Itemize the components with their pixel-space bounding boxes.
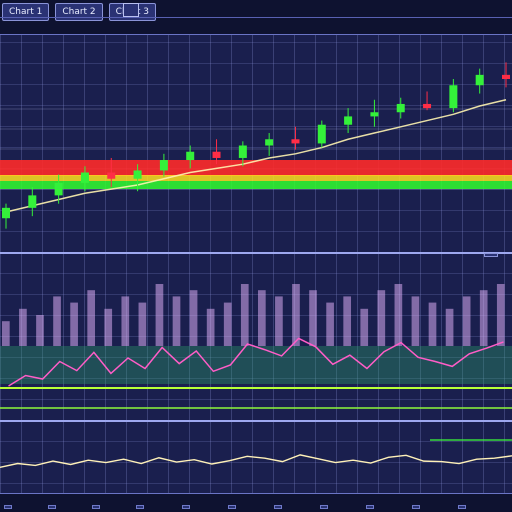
candle-body xyxy=(54,182,63,196)
tab-chart-1[interactable]: Chart 1 xyxy=(2,3,50,21)
oscillator-bar xyxy=(172,296,181,346)
oscillator-bar xyxy=(479,290,488,346)
chart-footer xyxy=(0,493,512,512)
footer-button[interactable] xyxy=(182,505,190,509)
oscillator-bar xyxy=(411,296,420,346)
candle-body xyxy=(265,139,274,146)
oscillator-bar xyxy=(155,284,164,346)
footer-button[interactable] xyxy=(274,505,282,509)
footer-button[interactable] xyxy=(92,505,100,509)
footer-button[interactable] xyxy=(4,505,12,509)
candle-body xyxy=(423,103,432,109)
panel-separator-1[interactable] xyxy=(0,252,512,254)
footer-button[interactable] xyxy=(48,505,56,509)
tab-chart-2[interactable]: Chart 2 xyxy=(55,3,103,21)
oscillator-bar xyxy=(19,308,27,346)
footer-button[interactable] xyxy=(228,505,236,509)
volume-line xyxy=(0,454,512,469)
candle-body xyxy=(502,74,510,80)
chart-status-strip xyxy=(0,17,512,34)
oscillator-bar xyxy=(87,290,96,346)
oscillator-bar xyxy=(258,290,266,346)
oscillator-fill xyxy=(0,346,512,384)
oscillator-bar xyxy=(189,290,198,346)
oscillator-bar xyxy=(496,284,505,346)
lower-band-fill xyxy=(0,181,512,189)
oscillator-bar xyxy=(445,308,454,346)
candle-body xyxy=(186,151,195,161)
oscillator-bar xyxy=(2,321,10,346)
oscillator-bar xyxy=(240,284,249,346)
oscillator-bar xyxy=(326,302,334,346)
footer-button[interactable] xyxy=(320,505,328,509)
chart-toolbar: Chart 1 Chart 2 Chart 3 xyxy=(0,0,512,35)
candle-body xyxy=(449,85,458,109)
footer-button[interactable] xyxy=(458,505,466,509)
main-price-panel[interactable] xyxy=(0,34,512,252)
oscillator-bar xyxy=(428,302,437,346)
oscillator-bar xyxy=(394,284,403,346)
oscillator-bar xyxy=(53,296,61,346)
oscillator-chart-svg[interactable] xyxy=(0,268,512,420)
candle-body xyxy=(396,103,405,113)
oscillator-bar xyxy=(104,308,113,346)
candle-body xyxy=(159,160,168,171)
candle-body xyxy=(291,139,300,144)
oscillator-bar xyxy=(36,315,44,346)
oscillator-bar xyxy=(206,308,215,346)
main-chart-svg[interactable] xyxy=(0,34,512,252)
oscillator-bar xyxy=(275,296,283,346)
volume-chart-svg[interactable] xyxy=(0,420,512,494)
oscillator-bar xyxy=(223,302,232,346)
oscillator-bar xyxy=(377,290,386,346)
middle-band-fill xyxy=(0,175,512,181)
volume-panel[interactable] xyxy=(0,420,512,494)
oscillator-bar xyxy=(343,296,352,346)
oscillator-bar xyxy=(138,302,147,346)
oscillator-panel[interactable] xyxy=(0,268,512,420)
oscillator-bar xyxy=(360,308,369,346)
oscillator-bar xyxy=(462,296,471,346)
indicator-label[interactable] xyxy=(484,253,498,257)
candle-body xyxy=(317,124,326,144)
candle-body xyxy=(80,172,89,183)
oscillator-bar xyxy=(121,296,130,346)
footer-button[interactable] xyxy=(366,505,374,509)
window-control-button[interactable] xyxy=(123,3,139,17)
oscillator-bar xyxy=(70,302,78,346)
panel-separator-2[interactable] xyxy=(0,420,512,422)
candle-body xyxy=(133,170,142,179)
footer-button[interactable] xyxy=(136,505,144,509)
footer-button[interactable] xyxy=(412,505,420,509)
candle-body xyxy=(28,195,37,208)
candle-body xyxy=(370,112,379,117)
candle-body xyxy=(344,116,353,125)
candle-body xyxy=(2,207,10,219)
candle-body xyxy=(107,172,116,179)
oscillator-signal-line xyxy=(8,337,504,387)
moving-average-line xyxy=(5,99,507,213)
oscillator-bar xyxy=(292,284,300,346)
candle-body xyxy=(475,74,484,86)
candle-body xyxy=(238,145,247,158)
oscillator-bar xyxy=(309,290,317,346)
upper-band-fill xyxy=(0,160,512,176)
candle-body xyxy=(212,151,221,158)
